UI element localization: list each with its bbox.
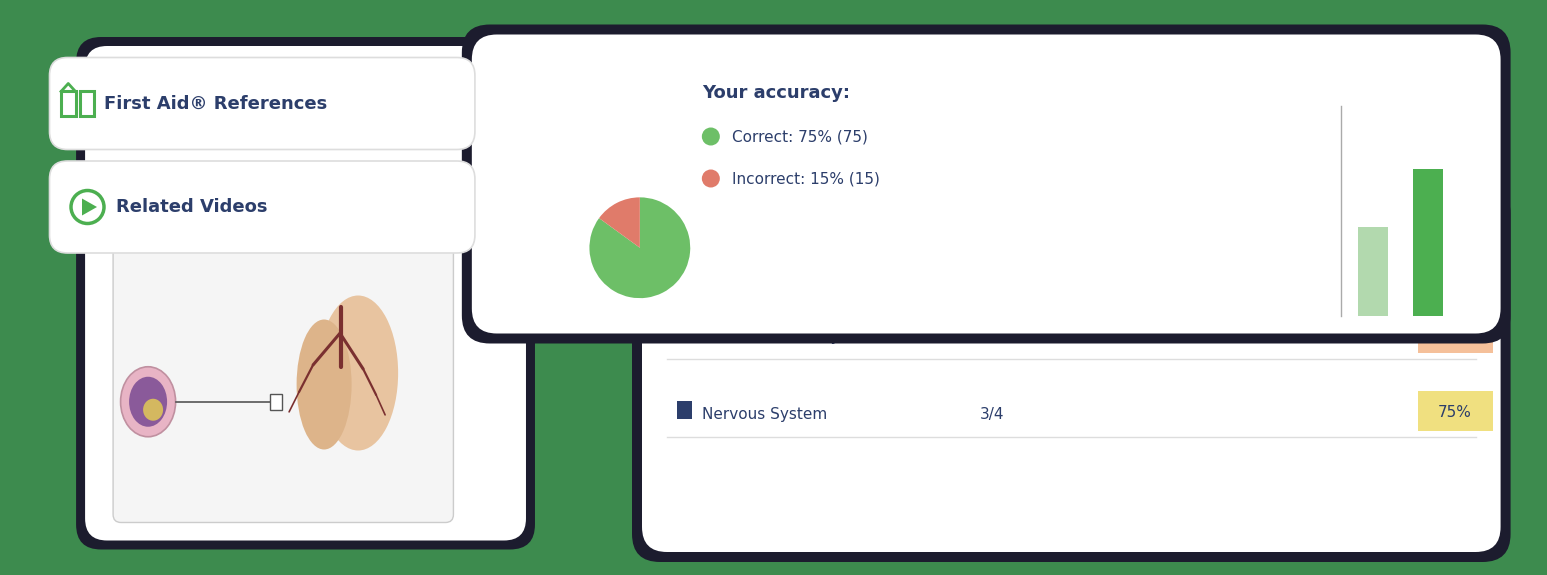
Bar: [1417, 390, 1493, 431]
Text: Correct: Correct: [972, 282, 1035, 297]
FancyBboxPatch shape: [76, 37, 535, 550]
Bar: [79, 91, 94, 116]
Text: Course: Course: [702, 282, 761, 297]
Text: 3/4: 3/4: [979, 407, 1004, 421]
Wedge shape: [599, 197, 640, 248]
Polygon shape: [82, 198, 97, 216]
Text: Correct: 75% (75): Correct: 75% (75): [732, 129, 868, 144]
Text: 75%: 75%: [1439, 405, 1473, 420]
FancyBboxPatch shape: [463, 25, 1510, 343]
FancyBboxPatch shape: [121, 108, 206, 124]
Text: 33%: 33%: [1439, 327, 1473, 342]
Bar: [678, 401, 692, 419]
Ellipse shape: [297, 320, 351, 450]
FancyBboxPatch shape: [642, 196, 1501, 552]
Bar: [271, 394, 283, 410]
Ellipse shape: [121, 367, 176, 437]
FancyBboxPatch shape: [633, 186, 1510, 562]
Text: System: System: [709, 221, 801, 242]
Text: Related Videos: Related Videos: [116, 198, 268, 216]
Bar: [1358, 227, 1388, 316]
Bar: [678, 323, 692, 340]
Text: 1/3: 1/3: [979, 328, 1004, 343]
Text: Nervous System: Nervous System: [702, 407, 828, 421]
FancyBboxPatch shape: [85, 46, 526, 540]
Bar: [678, 274, 692, 292]
FancyBboxPatch shape: [1310, 215, 1476, 248]
Wedge shape: [589, 197, 690, 298]
Text: Your accuracy:: Your accuracy:: [702, 85, 849, 102]
Text: Cardiovascular System: Cardiovascular System: [702, 328, 879, 343]
FancyBboxPatch shape: [113, 235, 453, 523]
Text: Explanation: Explanation: [121, 93, 260, 113]
FancyBboxPatch shape: [50, 58, 475, 150]
Ellipse shape: [319, 296, 398, 450]
Bar: [60, 91, 76, 116]
Text: First Aid® References: First Aid® References: [104, 94, 328, 113]
FancyBboxPatch shape: [472, 34, 1501, 334]
Ellipse shape: [128, 377, 167, 427]
FancyBboxPatch shape: [215, 108, 330, 124]
Circle shape: [702, 170, 719, 187]
Ellipse shape: [142, 398, 162, 421]
FancyBboxPatch shape: [50, 161, 475, 253]
Circle shape: [702, 128, 719, 145]
Text: Accuracy: Accuracy: [1052, 282, 1129, 297]
Bar: [1417, 312, 1493, 352]
Text: Incorrect: 15% (15): Incorrect: 15% (15): [732, 171, 880, 186]
Text: START ADAPTIVE REVIEW: START ADAPTIVE REVIEW: [1324, 227, 1462, 236]
Bar: [1412, 168, 1443, 316]
